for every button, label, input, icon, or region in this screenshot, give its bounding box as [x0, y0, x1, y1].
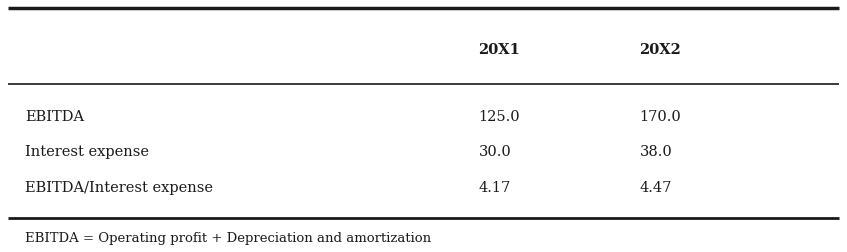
Text: 170.0: 170.0: [639, 110, 681, 124]
Text: EBITDA = Operating profit + Depreciation and amortization: EBITDA = Operating profit + Depreciation…: [25, 232, 431, 245]
Text: 30.0: 30.0: [479, 145, 512, 160]
Text: 38.0: 38.0: [639, 145, 673, 160]
Text: 20X2: 20X2: [639, 43, 681, 57]
Text: Interest expense: Interest expense: [25, 145, 149, 160]
Text: 125.0: 125.0: [479, 110, 520, 124]
Text: 20X1: 20X1: [479, 43, 520, 57]
Text: 4.17: 4.17: [479, 181, 511, 195]
Text: 4.47: 4.47: [639, 181, 672, 195]
Text: EBITDA: EBITDA: [25, 110, 85, 124]
Text: EBITDA/Interest expense: EBITDA/Interest expense: [25, 181, 213, 195]
